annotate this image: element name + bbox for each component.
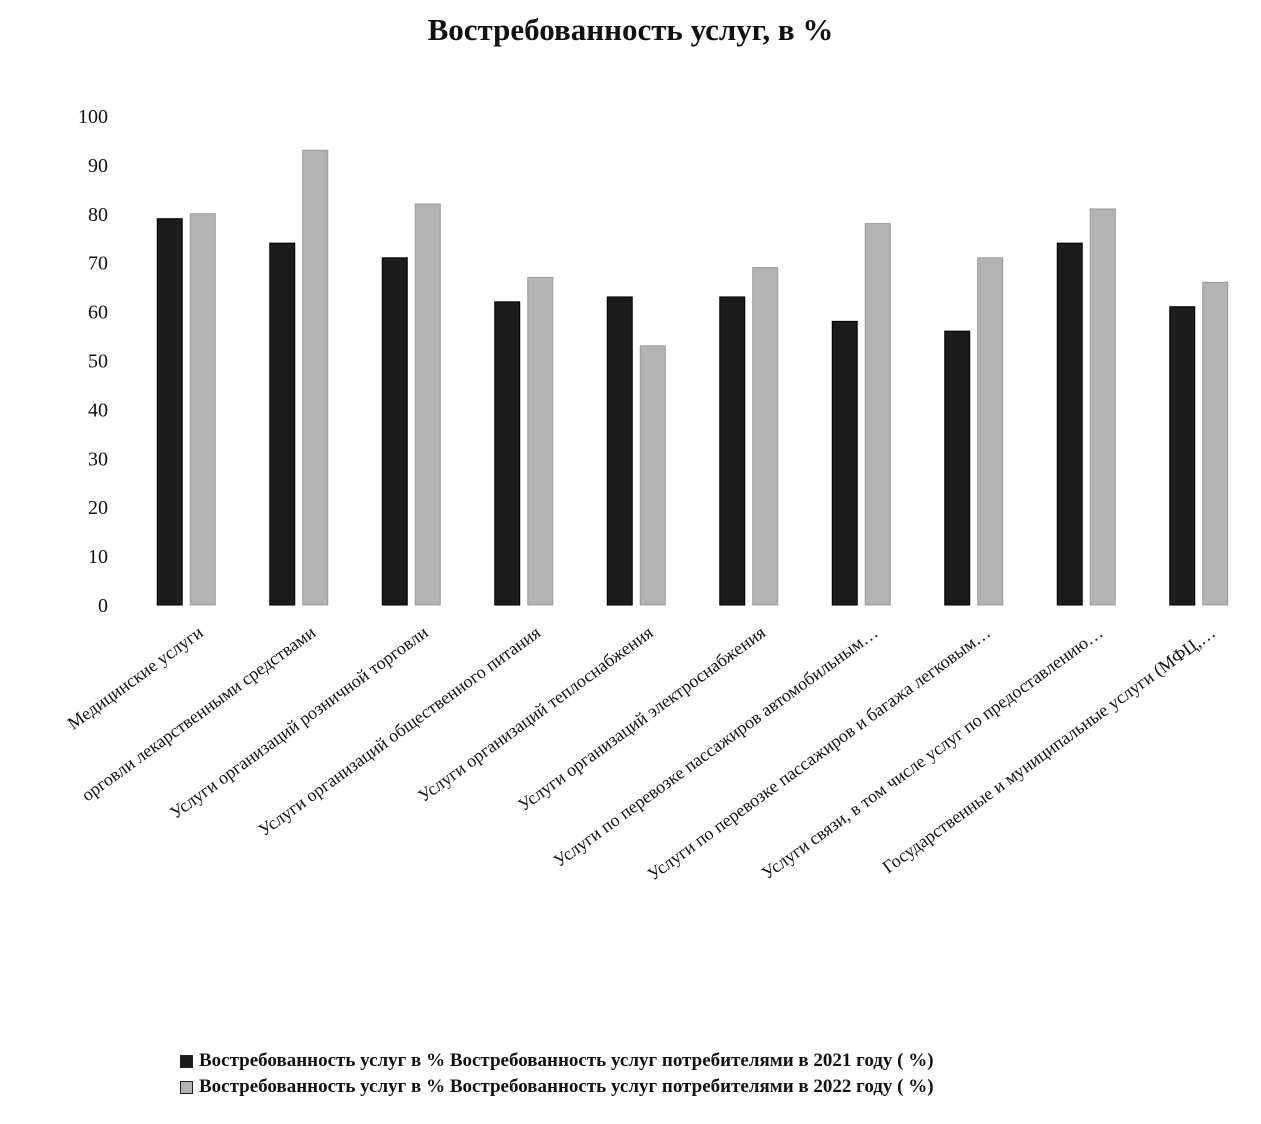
bar-2021 [719,296,746,606]
y-tick-label: 10 [88,546,108,568]
legend-label-2022: Востребованность услуг в % Востребованно… [199,1076,934,1097]
legend-entry-2021: Востребованность услуг в % Востребованно… [180,1048,1180,1074]
legend-label-2021: Востребованность услуг в % Востребованно… [199,1050,934,1071]
bar-2021 [606,296,633,606]
y-tick-label: 60 [88,302,108,324]
bar-2022 [527,276,554,606]
legend-swatch-2022 [180,1080,193,1094]
bar-2022 [414,203,441,606]
bar-2021 [494,301,521,606]
y-tick-label: 0 [98,595,108,617]
bar-2021 [381,257,408,606]
category-label: Услуги организаций теплоснабжения [414,622,656,806]
bar-2021 [831,320,858,606]
category-label: Услуги организаций электроснабжения [514,622,769,815]
y-tick-label: 30 [88,448,108,470]
bar-2021 [1169,306,1196,606]
y-tick-label: 100 [78,106,108,128]
bar-2021 [1056,242,1083,606]
legend-swatch-2021 [180,1054,193,1068]
y-tick-label: 40 [88,399,108,421]
category-label: орговли лекарственными средствами [78,622,320,805]
chart-legend: Востребованность услуг в % Востребованно… [180,1048,1180,1100]
bar-2022 [639,345,666,606]
bar-2022 [1202,281,1229,606]
bar-2022 [864,223,891,606]
y-tick-label: 90 [88,155,108,177]
legend-entry-2022: Востребованность услуг в % Востребованно… [180,1074,1180,1100]
y-tick-label: 70 [88,253,108,275]
bar-2022 [1089,208,1116,606]
bar-2022 [977,257,1004,606]
y-tick-label: 80 [88,204,108,226]
bar-2021 [944,330,971,606]
y-tick-label: 50 [88,351,108,373]
bar-2022 [189,213,216,606]
bar-2022 [302,149,329,606]
bar-2022 [752,267,779,606]
bar-2021 [156,218,183,606]
chart-title: Востребованность услуг, в % [427,12,834,47]
bar-2021 [269,242,296,606]
y-tick-label: 20 [88,497,108,519]
